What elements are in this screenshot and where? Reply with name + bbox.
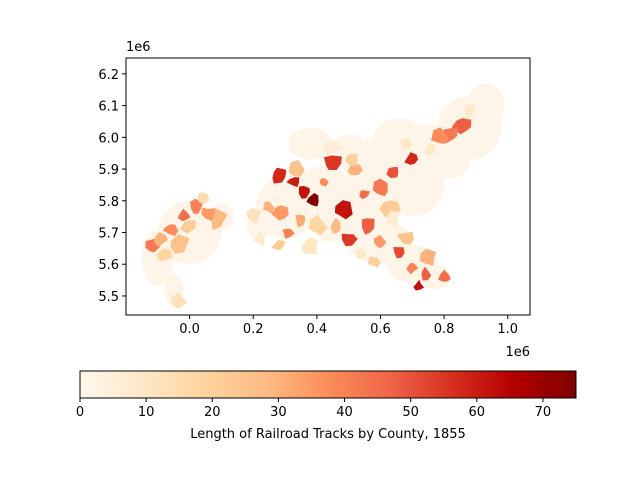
county-region	[263, 201, 275, 214]
county-region	[425, 142, 437, 156]
county-region	[419, 248, 437, 266]
county-region	[177, 208, 191, 222]
county-region	[300, 237, 319, 255]
colorbar-tick-label: 60	[469, 405, 486, 420]
y-tick-label: 6.2	[98, 68, 119, 83]
county-region	[334, 200, 353, 220]
y-tick-label: 6.1	[98, 100, 119, 115]
county-region	[347, 163, 364, 176]
county-region	[306, 193, 319, 207]
county-region	[386, 166, 399, 179]
county-region	[463, 103, 476, 120]
y-tick-label: 5.9	[98, 163, 119, 178]
colorbar-tick-label: 50	[402, 405, 419, 420]
county-region	[404, 152, 419, 165]
county-region	[298, 185, 310, 199]
colorbar	[79, 370, 577, 399]
y-tick-label: 6.0	[98, 131, 119, 146]
landmass-patch	[431, 146, 470, 179]
landmass-patch	[288, 127, 333, 160]
county-region	[367, 256, 381, 268]
x-tick-label: 1.0	[497, 322, 518, 337]
county-region	[170, 292, 188, 309]
county-region	[406, 262, 419, 275]
colorbar-tick-label: 20	[204, 405, 221, 420]
county-region	[361, 218, 375, 235]
x-tick-label: 0.4	[307, 322, 328, 337]
county-region	[286, 177, 300, 188]
county-region	[431, 127, 449, 144]
county-region	[282, 228, 295, 239]
county-region	[180, 220, 196, 234]
map-regions	[145, 103, 476, 309]
y-offset-label: 1e6	[126, 40, 151, 55]
y-tick-label: 5.5	[98, 290, 119, 305]
landmass-patch	[374, 118, 426, 157]
y-tick-label: 5.8	[98, 195, 119, 210]
landmass-patch	[466, 83, 505, 128]
county-region	[413, 279, 425, 291]
y-axis-ticks: 5.5 5.6 5.7 5.8 5.9 6.0 6.1 6.2	[98, 68, 126, 305]
county-region	[400, 138, 413, 151]
county-region	[308, 214, 328, 236]
county-region	[197, 192, 210, 204]
x-offset-label: 1e6	[505, 345, 530, 360]
county-region	[272, 167, 287, 184]
map-landmass	[141, 83, 505, 306]
county-region	[288, 160, 305, 177]
county-region	[295, 214, 306, 228]
colorbar-label: Length of Railroad Tracks by County, 185…	[190, 427, 466, 442]
county-region	[323, 155, 342, 171]
county-region	[211, 208, 228, 231]
county-region	[201, 207, 216, 222]
y-tick-label: 5.7	[98, 227, 119, 242]
county-region	[421, 266, 432, 281]
county-region	[359, 190, 370, 200]
x-tick-label: 0.0	[179, 322, 200, 337]
x-tick-label: 0.8	[434, 322, 455, 337]
county-region	[271, 205, 289, 221]
colorbar-ticks: 0 10 20 30 40 50 60 70	[76, 398, 551, 420]
x-tick-label: 0.2	[243, 322, 264, 337]
county-region	[319, 177, 329, 187]
colorbar-tick-label: 0	[76, 405, 84, 420]
county-region	[341, 233, 358, 247]
county-region	[330, 217, 341, 234]
county-region	[345, 153, 358, 167]
county-region	[153, 232, 169, 248]
colorbar-tick-label: 30	[270, 405, 287, 420]
county-region	[437, 269, 451, 282]
county-region	[162, 224, 179, 236]
x-tick-label: 0.6	[370, 322, 391, 337]
county-region	[245, 207, 261, 226]
county-region	[373, 234, 387, 249]
colorbar-tick-label: 10	[138, 405, 155, 420]
map-axes-frame	[125, 57, 531, 316]
county-region	[156, 248, 173, 262]
county-region	[170, 234, 190, 254]
county-region	[393, 246, 405, 259]
county-region	[355, 247, 367, 260]
county-region	[253, 231, 266, 247]
county-region	[372, 178, 388, 197]
county-region	[396, 231, 414, 245]
county-region	[271, 240, 286, 251]
county-region	[386, 210, 400, 229]
y-tick-label: 5.6	[98, 258, 119, 273]
county-region	[321, 140, 343, 155]
colorbar-tick-label: 40	[336, 405, 353, 420]
colorbar-tick-label: 70	[535, 405, 552, 420]
x-axis-ticks: 0.0 0.2 0.4 0.6 0.8 1.0	[179, 315, 518, 337]
